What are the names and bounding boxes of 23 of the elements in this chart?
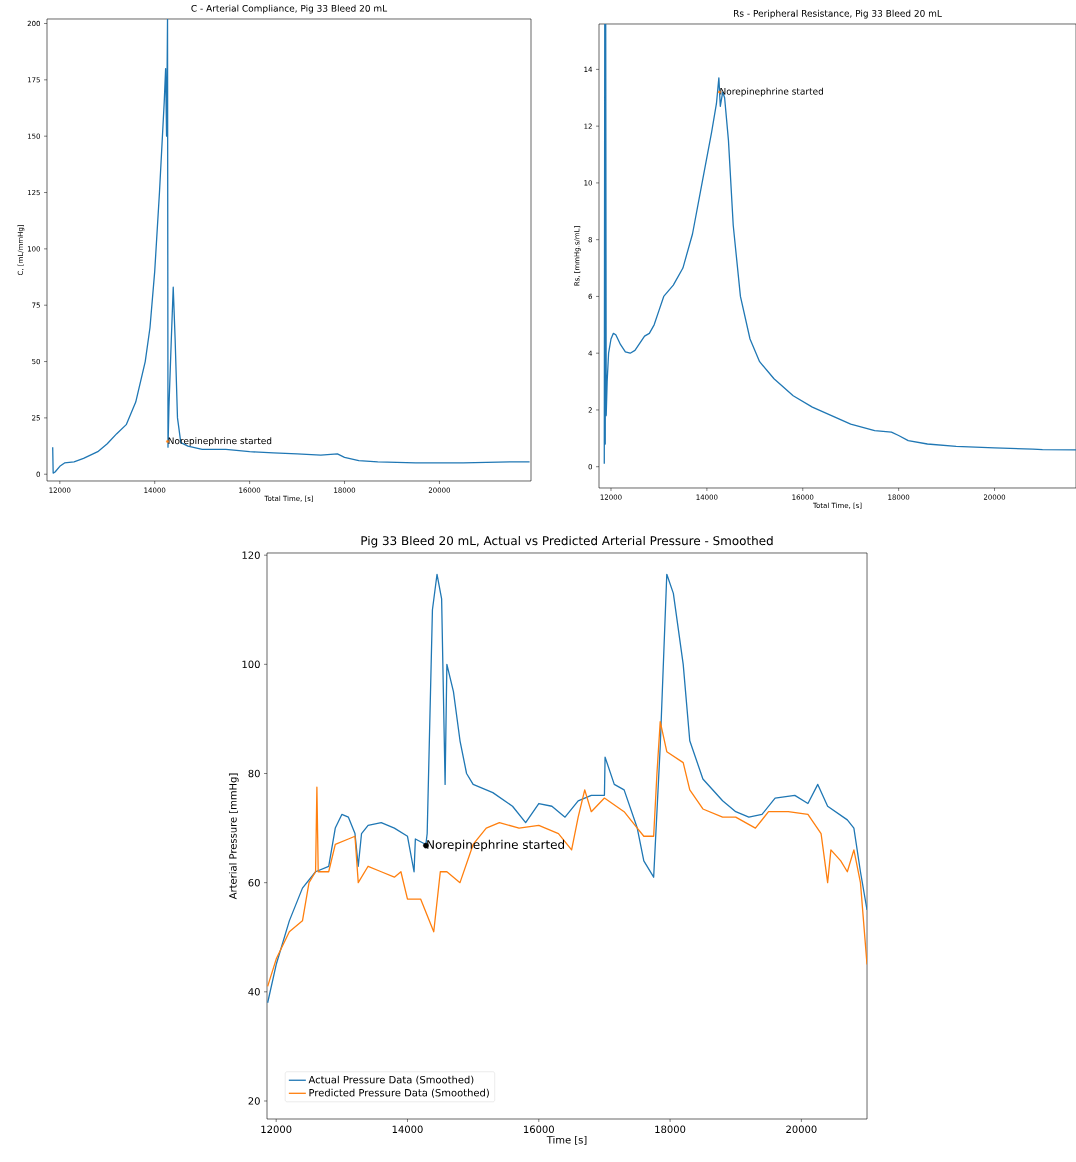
y-tick-label: 120: [242, 551, 260, 559]
chart-title: Pig 33 Bleed 20 mL, Actual vs Predicted Arterial Pressure - Smoothed: [361, 535, 773, 548]
line-series: [267, 573, 868, 1004]
y-axis-title: Arterial Pressure [mmHg]: [228, 773, 239, 900]
y-tick-label: 20: [248, 1097, 260, 1105]
line-series: [603, 23, 1076, 465]
x-axis-title: Time [s]: [546, 1135, 587, 1145]
y-tick-label: 40: [248, 988, 260, 996]
chart-title: Rs - Peripheral Resistance, Pig 33 Bleed 20 mL: [734, 9, 942, 19]
legend-label: Actual Pressure Data (Smoothed): [308, 1075, 474, 1085]
x-tick-label: 20000: [786, 1125, 817, 1134]
y-tick-label: 100: [242, 660, 260, 669]
x-tick-label: 12000: [261, 1125, 292, 1134]
legend-label: Predicted Pressure Data (Smoothed): [309, 1088, 489, 1098]
x-tick-label: 14000: [392, 1125, 423, 1134]
chart-title: C - Arterial Compliance, Pig 33 Bleed 20 mL: [191, 4, 388, 14]
x-tick-label: 18000: [655, 1125, 686, 1134]
line-series: [52, 18, 531, 474]
annotation: Norepinephrine started: [720, 87, 823, 97]
line-series: [267, 721, 868, 988]
y-tick-label: 80: [248, 769, 260, 778]
x-tick-label: 16000: [524, 1125, 554, 1134]
y-tick-label: 60: [248, 878, 260, 887]
